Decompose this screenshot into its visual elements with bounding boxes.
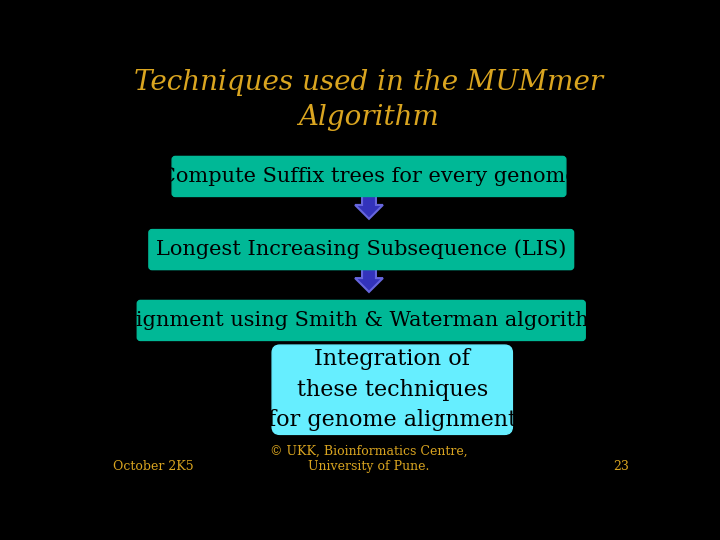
Text: Alignment using Smith & Waterman algorithm: Alignment using Smith & Waterman algorit… (114, 311, 608, 330)
FancyArrow shape (355, 267, 383, 292)
FancyArrow shape (355, 193, 383, 219)
FancyBboxPatch shape (138, 300, 585, 340)
Text: Techniques used in the MUMmer
Algorithm: Techniques used in the MUMmer Algorithm (135, 69, 603, 131)
FancyBboxPatch shape (272, 345, 513, 434)
Text: Longest Increasing Subsequence (LIS): Longest Increasing Subsequence (LIS) (156, 240, 567, 259)
FancyBboxPatch shape (172, 157, 566, 197)
Text: Integration of
these techniques
for genome alignment: Integration of these techniques for geno… (268, 348, 517, 431)
Text: © UKK, Bioinformatics Centre,
University of Pune.: © UKK, Bioinformatics Centre, University… (270, 445, 468, 473)
Text: 23: 23 (613, 460, 629, 473)
Text: October 2K5: October 2K5 (113, 460, 194, 473)
FancyBboxPatch shape (149, 230, 574, 269)
Text: Compute Suffix trees for every genome: Compute Suffix trees for every genome (160, 167, 578, 186)
